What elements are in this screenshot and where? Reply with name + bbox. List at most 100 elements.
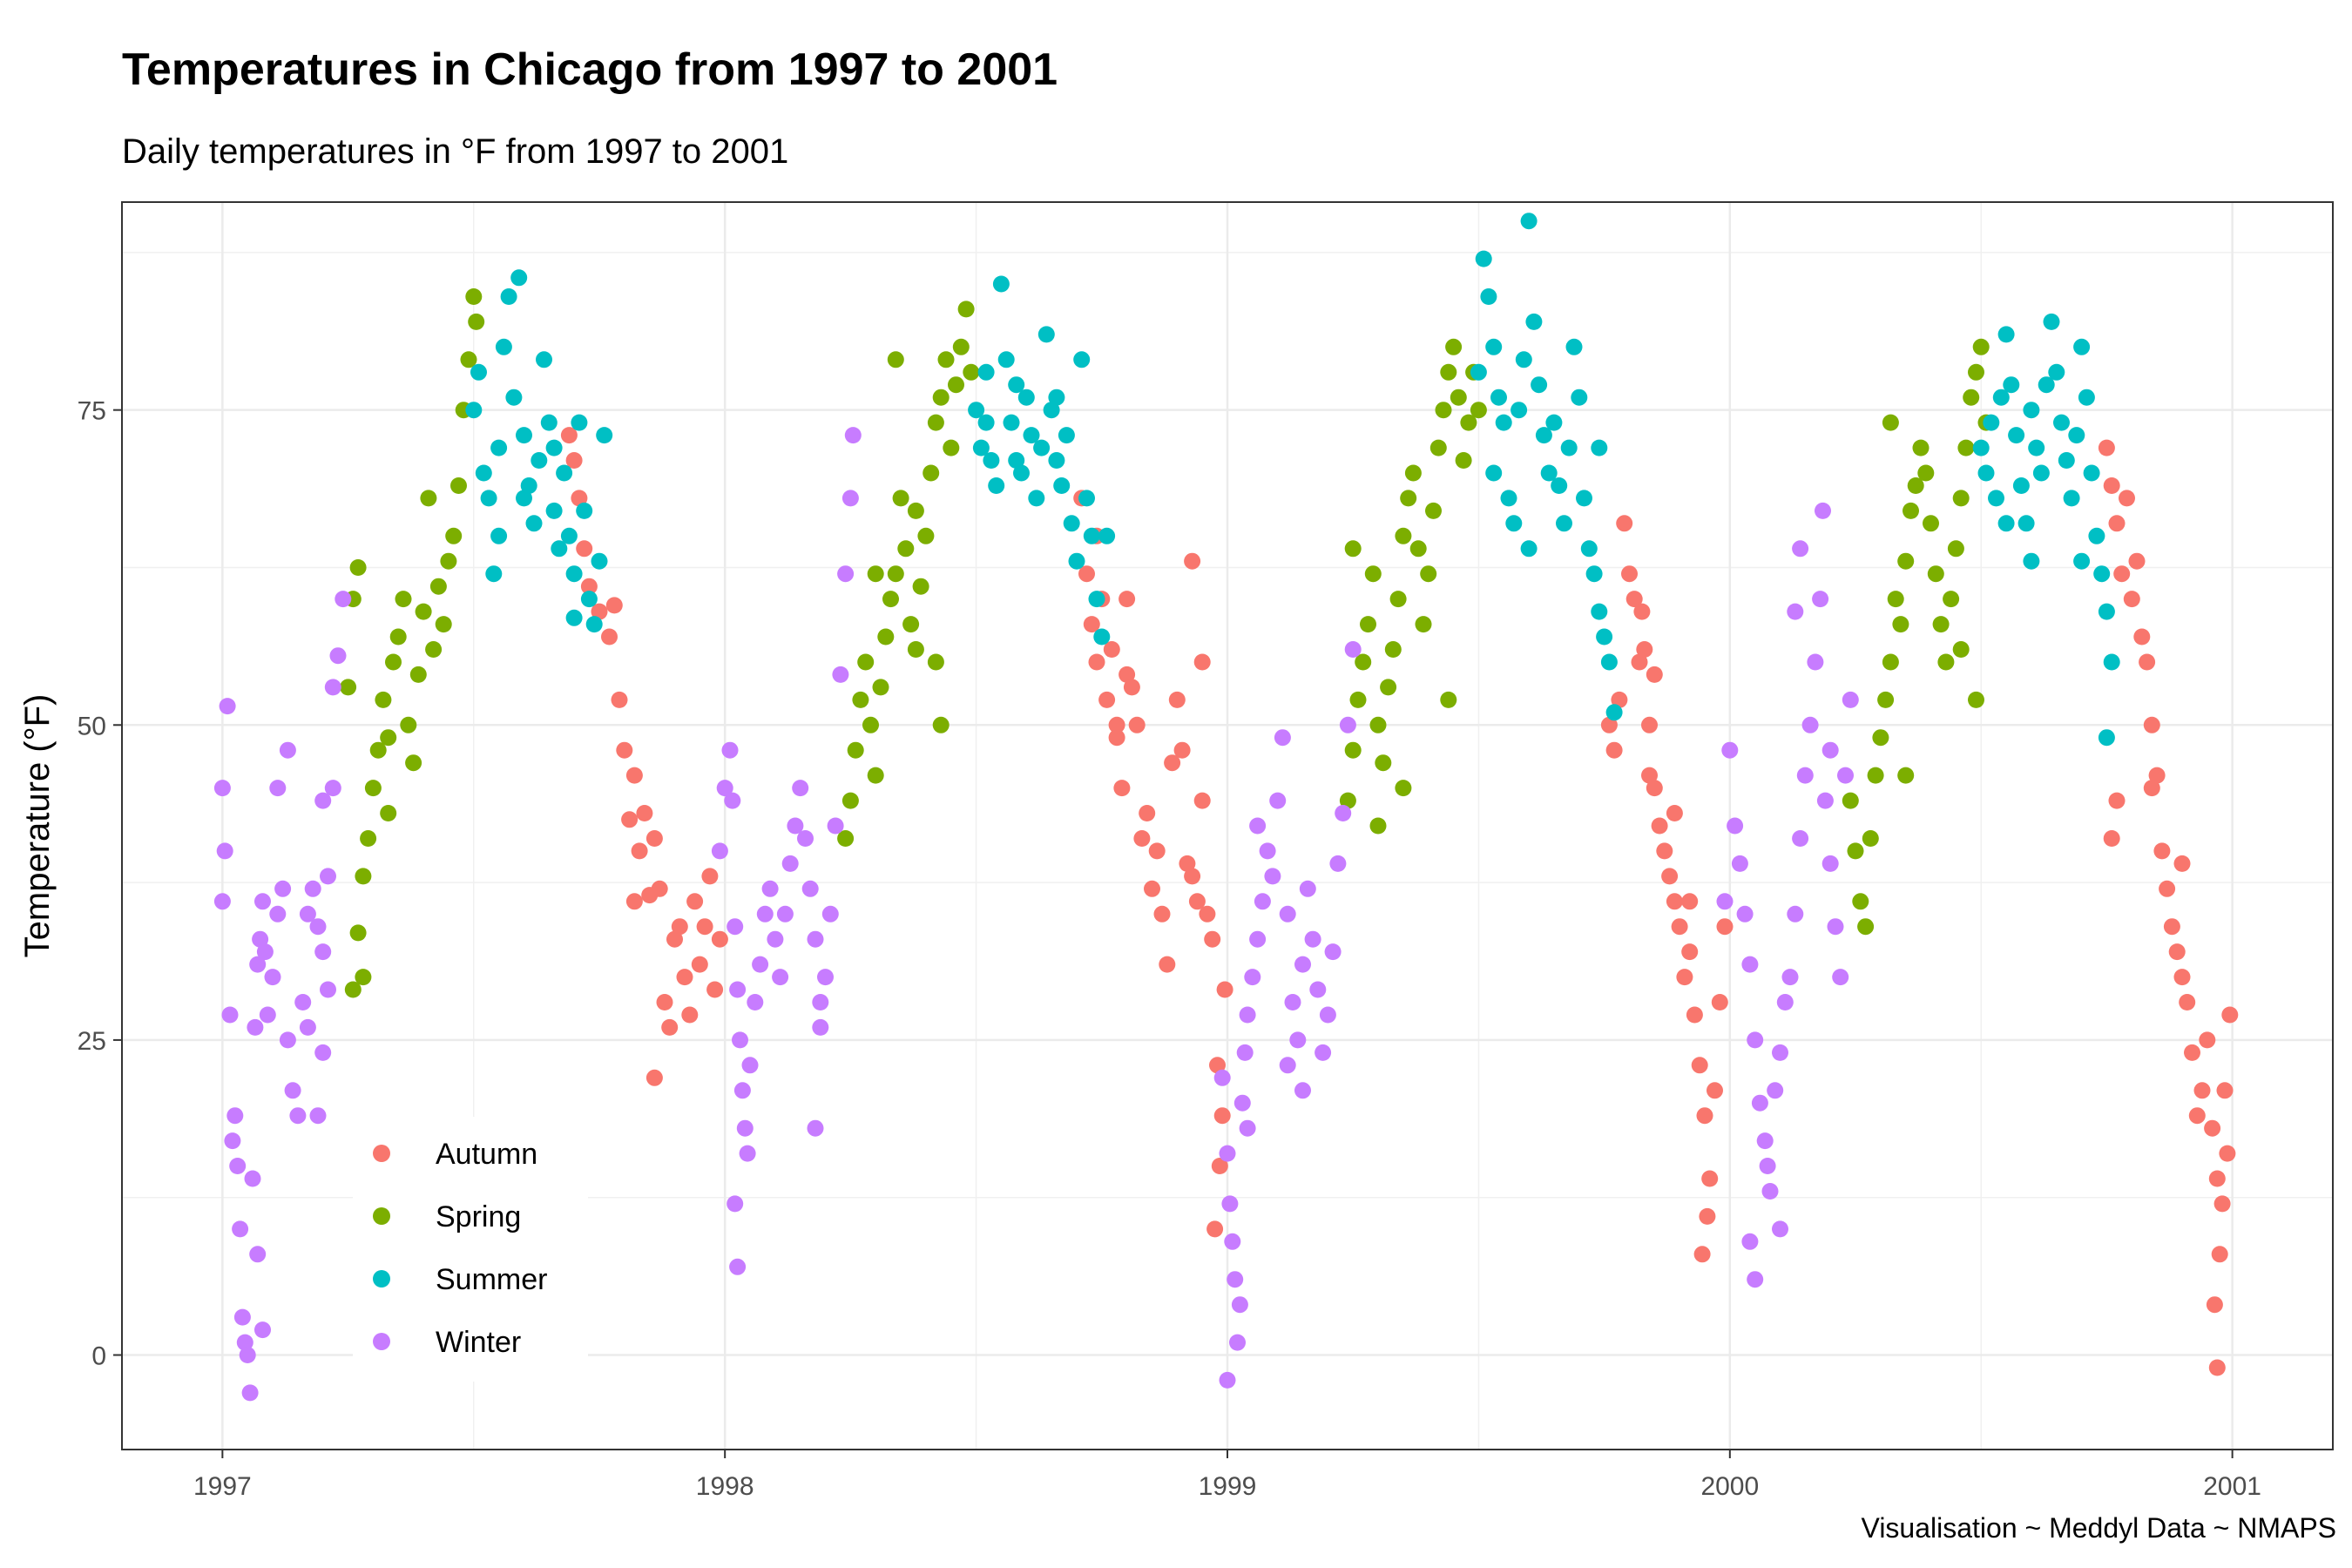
data-point-winter (729, 1258, 747, 1275)
data-point-autumn (616, 741, 633, 759)
data-point-winter (807, 1119, 824, 1137)
data-point-autumn (2123, 591, 2140, 608)
data-point-autumn (2179, 994, 2196, 1010)
data-point-winter (1747, 1031, 1764, 1049)
data-point-autumn (1631, 653, 1648, 671)
data-point-summer (480, 490, 497, 507)
data-point-spring (389, 628, 407, 645)
data-point-spring (932, 716, 950, 733)
data-point-spring (465, 288, 483, 305)
data-point-autumn (1641, 716, 1658, 733)
data-point-summer (2012, 477, 2030, 494)
data-point-autumn (645, 830, 663, 847)
data-point-spring (1968, 691, 1984, 708)
data-point-winter (1289, 1031, 1307, 1049)
x-tick-label: 2001 (2203, 1472, 2261, 1501)
data-point-winter (239, 1347, 256, 1363)
data-point-summer (1017, 389, 1035, 406)
data-point-spring (1892, 616, 1909, 633)
data-point-spring (1897, 767, 1915, 784)
data-point-summer (1470, 363, 1487, 381)
data-point-summer (1058, 427, 1075, 444)
data-point-autumn (2098, 439, 2115, 456)
data-point-autumn (1686, 1006, 1703, 1024)
data-point-spring (450, 477, 467, 494)
data-point-winter (249, 1246, 267, 1263)
data-point-spring (927, 414, 944, 431)
legend-background (353, 1117, 588, 1382)
data-point-spring (1903, 502, 1919, 519)
data-point-spring (1349, 691, 1367, 708)
data-point-winter (1264, 868, 1281, 885)
data-point-spring (867, 565, 884, 583)
data-point-autumn (1148, 842, 1166, 860)
x-tick-label: 2000 (1700, 1472, 1759, 1501)
data-point-spring (425, 641, 443, 658)
data-point-summer (1475, 250, 1492, 267)
data-point-autumn (1168, 691, 1186, 708)
data-point-summer (1605, 704, 1623, 721)
data-point-autumn (1119, 666, 1136, 683)
data-point-summer (2038, 376, 2055, 394)
data-point-spring (375, 691, 392, 708)
data-point-summer (2017, 515, 2035, 532)
data-point-autumn (636, 805, 653, 821)
data-point-summer (983, 452, 1000, 469)
data-point-autumn (1671, 918, 1688, 936)
data-point-summer (500, 288, 517, 305)
data-point-summer (1068, 552, 1085, 570)
data-point-summer (495, 338, 512, 355)
data-point-spring (867, 767, 884, 784)
data-point-summer (1565, 338, 1583, 355)
data-point-spring (1470, 402, 1487, 419)
data-point-summer (536, 351, 552, 368)
data-point-summer (485, 565, 503, 583)
data-point-winter (1716, 893, 1734, 910)
data-point-spring (877, 628, 895, 645)
data-point-winter (1244, 969, 1261, 986)
data-points (213, 213, 2239, 1402)
data-point-summer (1571, 389, 1588, 406)
data-point-winter (739, 1145, 756, 1162)
data-point-summer (1088, 591, 1105, 608)
data-point-summer (2003, 376, 2020, 394)
data-point-winter (817, 969, 834, 986)
data-point-autumn (696, 918, 713, 936)
data-point-winter (1816, 792, 1834, 809)
data-point-autumn (621, 811, 639, 828)
data-point-spring (1400, 490, 1417, 507)
data-point-winter (1776, 994, 1794, 1010)
data-point-spring (369, 741, 387, 759)
data-point-autumn (1701, 1170, 1719, 1187)
data-point-spring (405, 754, 422, 772)
data-point-spring (1450, 389, 1467, 406)
data-point-autumn (2173, 969, 2191, 986)
data-point-autumn (2211, 1246, 2228, 1263)
data-point-summer (1033, 439, 1051, 456)
data-point-summer (1485, 464, 1503, 482)
data-point-spring (892, 490, 909, 507)
data-point-winter (299, 905, 316, 923)
data-point-spring (1887, 591, 1904, 608)
data-point-autumn (1179, 855, 1196, 872)
legend-label-summer: Summer (436, 1263, 547, 1296)
data-point-winter (249, 956, 267, 973)
data-point-summer (1003, 414, 1020, 431)
data-point-autumn (560, 427, 578, 444)
legend-label-autumn: Autumn (436, 1138, 537, 1171)
data-point-winter (1309, 981, 1327, 998)
data-point-summer (2073, 552, 2091, 570)
data-point-winter (756, 905, 774, 923)
data-point-spring (943, 439, 960, 456)
data-point-spring (440, 552, 457, 570)
data-point-summer (2088, 527, 2105, 544)
data-point-summer (505, 389, 523, 406)
data-point-autumn (1133, 830, 1151, 847)
data-point-winter (1315, 1044, 1332, 1061)
data-point-winter (1224, 1233, 1241, 1250)
data-point-spring (1369, 817, 1387, 835)
data-point-autumn (631, 842, 648, 860)
data-point-summer (2053, 414, 2070, 431)
data-point-summer (576, 502, 593, 519)
data-point-winter (761, 880, 779, 897)
